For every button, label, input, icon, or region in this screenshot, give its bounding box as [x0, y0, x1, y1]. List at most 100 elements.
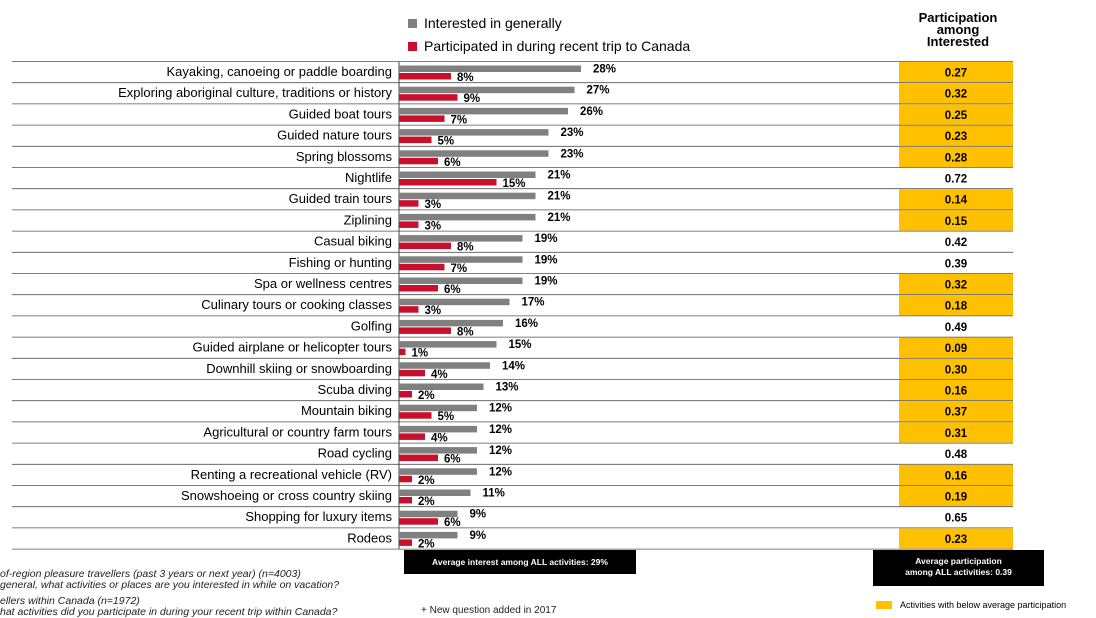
- footnote-new-question: + New question added in 2017: [421, 605, 557, 616]
- interested-bar: [399, 86, 575, 94]
- participated-value-label: 1%: [412, 348, 429, 360]
- participated-value-label: 2%: [418, 390, 435, 402]
- legend-participated-swatch: [408, 41, 417, 51]
- category-label: Road cycling: [318, 446, 392, 461]
- average-participation-line1: Average participation: [915, 556, 1002, 566]
- category-label: Guided airplane or helicopter tours: [193, 340, 393, 355]
- participated-value-label: 7%: [451, 114, 468, 126]
- participated-value-label: 9%: [464, 93, 481, 105]
- category-label: Nightlife: [345, 170, 392, 185]
- participated-value-label: 6%: [444, 517, 461, 529]
- interested-value-label: 19%: [535, 254, 558, 266]
- interested-bar: [399, 235, 523, 242]
- participation-value: 0.28: [945, 152, 968, 164]
- legend-participated-label: Participated in during recent trip to Ca…: [424, 38, 691, 54]
- participation-value: 0.48: [945, 449, 968, 461]
- participation-value: 0.32: [945, 89, 967, 101]
- participation-value: 0.65: [945, 513, 968, 525]
- interested-bar: [399, 171, 536, 178]
- question-note-line2: general, what activities or places are y…: [0, 579, 340, 591]
- participated-value-label: 6%: [444, 454, 461, 466]
- participation-value: 0.19: [945, 492, 967, 504]
- participated-value-label: 2%: [418, 475, 435, 487]
- participated-bar: [399, 454, 438, 462]
- interested-value-label: 12%: [489, 466, 512, 478]
- participated-value-label: 5%: [438, 136, 455, 148]
- interested-bar: [399, 510, 458, 518]
- participation-value: 0.30: [945, 364, 967, 376]
- participated-bar: [399, 94, 458, 101]
- participation-highlight-cell: [899, 274, 1013, 295]
- interested-value-label: 27%: [587, 85, 610, 97]
- participation-value: 0.42: [945, 237, 967, 249]
- participated-bar: [399, 475, 412, 483]
- participated-value-label: 3%: [425, 199, 442, 211]
- interested-value-label: 15%: [509, 339, 532, 351]
- category-label: Guided boat tours: [289, 106, 393, 121]
- category-label: Renting a recreational vehicle (RV): [191, 467, 392, 482]
- participation-value: 0.31: [945, 428, 968, 440]
- interested-value-label: 12%: [489, 424, 512, 436]
- category-label: Ziplining: [344, 212, 392, 227]
- legend-participated: Participated in during recent trip to Ca…: [408, 38, 690, 54]
- base-note-line1: of-region pleasure travellers (past 3 ye…: [0, 568, 301, 580]
- participation-header: Participation among Interested: [898, 11, 1018, 49]
- legend-interested-swatch: [408, 18, 417, 28]
- interested-bar: [399, 150, 549, 157]
- category-label: Agricultural or country farm tours: [203, 424, 392, 439]
- interested-bar: [399, 277, 523, 284]
- participated-bar: [399, 306, 419, 313]
- category-label: Scuba diving: [318, 382, 392, 397]
- participated-value-label: 7%: [451, 263, 468, 275]
- participated-bar: [399, 391, 412, 398]
- participation-highlight-cell: [899, 104, 1013, 125]
- base-note-line3: ellers within Canada (n=1972): [0, 595, 140, 607]
- participation-highlight-cell: [899, 62, 1013, 83]
- interested-value-label: 28%: [593, 64, 616, 76]
- interested-value-label: 21%: [548, 212, 571, 224]
- participated-bar: [399, 263, 445, 271]
- participated-bar: [399, 179, 497, 186]
- participated-bar: [399, 115, 445, 122]
- category-label: Guided train tours: [289, 191, 393, 206]
- participation-header-line3: Interested: [926, 34, 990, 49]
- interested-value-label: 9%: [470, 530, 487, 542]
- participation-value: 0.49: [945, 322, 967, 334]
- interested-bar: [399, 425, 477, 433]
- participation-value: 0.09: [945, 343, 967, 355]
- interested-bar: [399, 489, 471, 496]
- interested-value-label: 9%: [470, 509, 487, 521]
- participation-highlight-cell: [899, 146, 1013, 167]
- category-label: Exploring aboriginal culture, traditions…: [118, 85, 392, 100]
- average-participation-line2: among ALL activities: 0.39: [905, 567, 1012, 577]
- participated-value-label: 6%: [444, 157, 461, 169]
- participated-bar: [399, 200, 419, 207]
- interested-bar: [399, 531, 458, 539]
- participated-bar: [399, 242, 451, 250]
- participation-value: 0.37: [945, 407, 967, 419]
- category-label: Rodeos: [347, 530, 392, 545]
- participation-highlight-cell: [899, 210, 1013, 231]
- participation-highlight-cell: [899, 486, 1013, 507]
- category-label: Kayaking, canoeing or paddle boarding: [166, 64, 392, 79]
- participated-value-label: 4%: [431, 432, 448, 444]
- participated-bar: [399, 221, 419, 228]
- below-average-swatch: [876, 601, 892, 609]
- participated-value-label: 2%: [418, 496, 435, 508]
- interested-bar: [399, 107, 568, 115]
- category-label: Fishing or hunting: [289, 255, 392, 270]
- participation-value: 0.32: [945, 280, 967, 292]
- below-average-key-label: Activities with below average participat…: [900, 600, 1067, 610]
- category-label: Snowshoeing or cross country skiing: [181, 488, 392, 503]
- participation-value: 0.25: [945, 110, 968, 122]
- participation-value: 0.15: [945, 216, 968, 228]
- participated-value-label: 8%: [457, 242, 474, 254]
- interested-bar: [399, 468, 477, 475]
- participation-highlight-cell: [899, 83, 1013, 104]
- participated-bar: [399, 157, 438, 165]
- interested-bar: [399, 65, 581, 72]
- interested-value-label: 12%: [489, 445, 512, 457]
- participated-value-label: 2%: [418, 538, 435, 550]
- participated-bar: [399, 348, 406, 356]
